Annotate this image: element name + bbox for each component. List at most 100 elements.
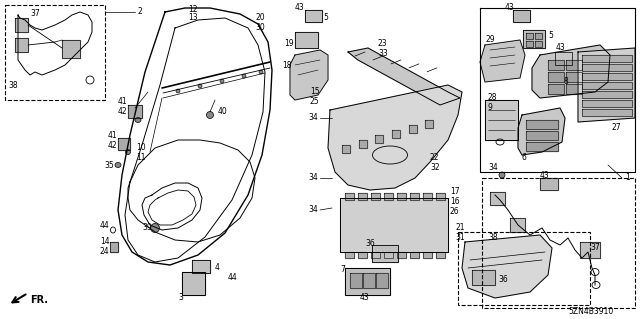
Text: 24: 24	[100, 248, 109, 256]
Ellipse shape	[176, 89, 180, 93]
Text: 44: 44	[100, 220, 109, 229]
Text: 36: 36	[365, 239, 375, 248]
Text: 2: 2	[137, 8, 141, 17]
Polygon shape	[526, 131, 558, 140]
Text: 5ZN4B3910: 5ZN4B3910	[568, 308, 613, 316]
Polygon shape	[436, 252, 445, 258]
Text: 29: 29	[485, 35, 495, 44]
Text: FR.: FR.	[30, 295, 48, 305]
Polygon shape	[342, 145, 350, 153]
Polygon shape	[566, 84, 582, 94]
Polygon shape	[182, 272, 205, 295]
Text: 32: 32	[430, 164, 440, 173]
Polygon shape	[397, 193, 406, 200]
Text: 5: 5	[548, 31, 553, 40]
Text: 5: 5	[323, 13, 328, 23]
Text: 28: 28	[488, 93, 497, 102]
Text: 43: 43	[360, 293, 370, 302]
Polygon shape	[328, 85, 462, 190]
Polygon shape	[526, 142, 558, 151]
Polygon shape	[582, 109, 632, 116]
Polygon shape	[480, 40, 525, 82]
Text: 37: 37	[590, 243, 600, 253]
Polygon shape	[409, 125, 417, 133]
Text: 8: 8	[563, 78, 568, 86]
Polygon shape	[15, 18, 28, 32]
Polygon shape	[425, 120, 433, 128]
Polygon shape	[513, 10, 530, 22]
Text: 16: 16	[450, 197, 460, 206]
Text: 7: 7	[340, 265, 345, 275]
Polygon shape	[490, 192, 505, 205]
Polygon shape	[375, 135, 383, 143]
Ellipse shape	[207, 112, 214, 118]
Text: 31: 31	[455, 234, 465, 242]
Polygon shape	[578, 48, 635, 122]
Text: 34: 34	[308, 114, 317, 122]
Polygon shape	[526, 33, 533, 39]
Text: 41: 41	[108, 130, 118, 139]
Polygon shape	[548, 72, 564, 82]
Text: 10: 10	[136, 144, 146, 152]
Polygon shape	[423, 193, 432, 200]
Text: 14: 14	[100, 238, 109, 247]
Polygon shape	[582, 82, 632, 89]
Polygon shape	[358, 193, 367, 200]
Text: 26: 26	[450, 207, 460, 217]
Polygon shape	[290, 50, 328, 100]
Text: 41: 41	[118, 98, 127, 107]
Text: 39: 39	[142, 224, 152, 233]
Polygon shape	[359, 140, 367, 148]
Text: 42: 42	[118, 108, 127, 116]
Text: 3: 3	[178, 293, 183, 302]
Text: 12: 12	[188, 5, 198, 14]
Ellipse shape	[198, 84, 202, 88]
Polygon shape	[582, 55, 632, 62]
Polygon shape	[305, 10, 322, 22]
Text: 15: 15	[310, 87, 319, 97]
Text: 42: 42	[108, 140, 118, 150]
Polygon shape	[462, 235, 552, 298]
Polygon shape	[371, 252, 380, 258]
Text: 17: 17	[450, 188, 460, 197]
Polygon shape	[540, 178, 558, 190]
Ellipse shape	[242, 74, 246, 78]
Polygon shape	[363, 273, 375, 288]
Polygon shape	[523, 30, 545, 48]
Text: 30: 30	[255, 24, 265, 33]
Ellipse shape	[220, 79, 224, 83]
Polygon shape	[384, 193, 393, 200]
Polygon shape	[62, 40, 80, 58]
Text: 38: 38	[8, 80, 18, 90]
Text: 27: 27	[612, 123, 621, 132]
Polygon shape	[295, 32, 318, 48]
Text: 40: 40	[218, 108, 228, 116]
Polygon shape	[436, 193, 445, 200]
Polygon shape	[192, 260, 210, 273]
Text: 43: 43	[295, 4, 305, 12]
Polygon shape	[548, 84, 564, 94]
Text: 6: 6	[522, 153, 527, 162]
Text: 13: 13	[188, 13, 198, 23]
Polygon shape	[118, 138, 130, 150]
Polygon shape	[371, 193, 380, 200]
Polygon shape	[392, 130, 400, 138]
Text: 43: 43	[505, 3, 515, 11]
Polygon shape	[128, 105, 142, 118]
Polygon shape	[582, 91, 632, 98]
Polygon shape	[532, 45, 610, 98]
Text: 23: 23	[378, 40, 388, 48]
Text: 34: 34	[308, 205, 317, 214]
Text: 43: 43	[540, 170, 550, 180]
Ellipse shape	[135, 117, 141, 122]
Polygon shape	[526, 41, 533, 47]
Polygon shape	[566, 60, 582, 70]
Text: 34: 34	[308, 174, 317, 182]
Polygon shape	[472, 270, 495, 285]
Polygon shape	[345, 193, 354, 200]
Polygon shape	[582, 73, 632, 80]
Polygon shape	[345, 252, 354, 258]
Polygon shape	[423, 252, 432, 258]
Text: 35: 35	[104, 160, 114, 169]
Polygon shape	[535, 33, 542, 39]
